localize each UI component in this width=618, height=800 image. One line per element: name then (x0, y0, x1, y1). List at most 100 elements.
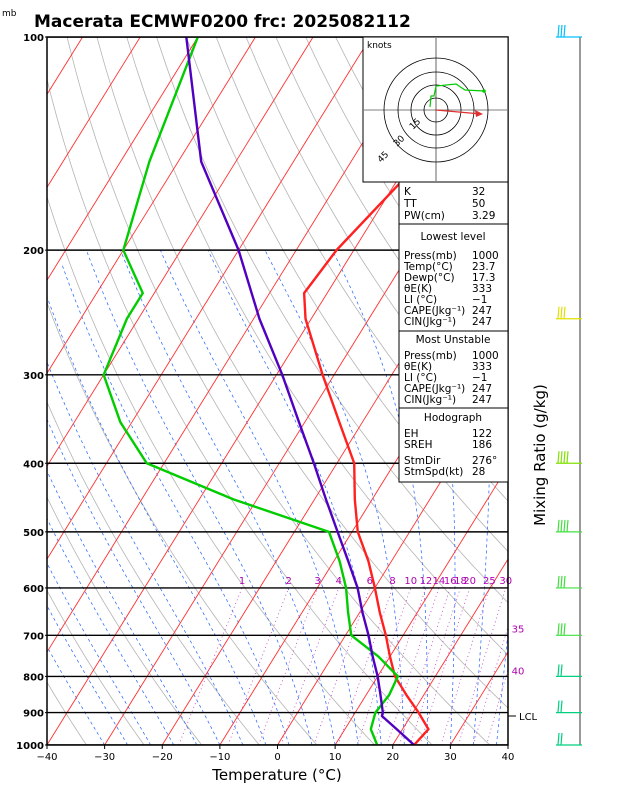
wind-barb (556, 623, 582, 636)
temperature-tick-label: −30 (94, 752, 115, 763)
mixing-ratio-label: 6 (367, 576, 373, 587)
ll-press-value: 1000 (472, 250, 499, 262)
dry-adiabat (66, 37, 491, 745)
moist-adiabat (47, 470, 198, 745)
dry-adiabat (47, 77, 433, 745)
mu-press-label: Press(mb) (404, 350, 457, 362)
mu-cin-label: CIN(Jkg⁻¹) (404, 394, 456, 406)
eh-label: EH (404, 428, 419, 440)
hodograph-trace (429, 83, 485, 108)
pressure-tick-label: 100 (23, 33, 44, 44)
mu-cape-label: CAPE(Jkg⁻¹) (404, 383, 465, 395)
wind-profile (556, 24, 582, 746)
hodograph-inset: knots 15 30 45 (362, 36, 509, 183)
dry-adiabat (47, 496, 203, 745)
temperature-tick-label: 10 (329, 752, 342, 763)
moist-adiabat (47, 604, 128, 745)
moist-adiabat (86, 250, 313, 745)
parcel-profile (185, 37, 415, 745)
sreh-value: 186 (472, 439, 492, 451)
pressure-tick-label: 400 (23, 459, 44, 470)
moist-adiabat (47, 361, 244, 745)
k-index-value: 32 (472, 186, 485, 198)
mixing-ratio-label: 3 (314, 576, 320, 587)
most-unstable-heading: Most Unstable (416, 334, 491, 346)
moist-adiabat (496, 628, 508, 745)
mixing-ratio-label: 12 (420, 576, 433, 587)
y-axis-label: Mixing Ratio (g/kg) (531, 384, 549, 526)
wind-barb (556, 575, 582, 589)
mixing-ratio-label: 2 (286, 576, 292, 587)
isotherm (334, 465, 508, 745)
ll-press-label: Press(mb) (404, 250, 457, 262)
pressure-tick-label: 600 (23, 584, 44, 595)
mu-cin-value: 247 (472, 394, 492, 406)
mixing-ratio-label: 25 (483, 576, 496, 587)
ll-cape-value: 247 (472, 305, 492, 317)
k-index-label: K (404, 186, 412, 198)
dry-adiabat (96, 37, 508, 709)
isotherm (161, 186, 508, 745)
mixing-ratio-label: 8 (389, 576, 395, 587)
indices-hodograph: Hodograph EH 122 SREH 186 StmDir 276° St… (404, 412, 497, 478)
stmdir-value: 276° (472, 455, 497, 467)
isotherm (47, 37, 256, 375)
ll-thetae-value: 333 (472, 283, 492, 295)
mu-press-value: 1000 (472, 350, 499, 362)
moist-adiabat (47, 562, 152, 745)
pressure-axis: 1000 900 800 700 600 500 400 300 200 100 (16, 33, 47, 752)
dry-adiabat (514, 37, 618, 745)
dry-adiabat (156, 37, 508, 604)
temperature-tick-label: −20 (152, 752, 173, 763)
mu-thetae-value: 333 (472, 361, 492, 373)
mu-li-label: LI (°C) (404, 372, 437, 384)
dry-adiabat (47, 589, 145, 745)
lowest-level-heading: Lowest level (420, 231, 485, 243)
dry-adiabat (47, 681, 87, 745)
mixing-ratio-label: 1 (239, 576, 245, 587)
pw-value: 3.29 (472, 210, 495, 222)
eh-value: 122 (472, 428, 492, 440)
moist-adiabat (47, 645, 105, 745)
stmdir-label: StmDir (404, 455, 441, 467)
dry-adiabat (574, 37, 618, 745)
temperature-axis: −40 −30 −20 −10 0 10 20 30 40 (36, 745, 514, 763)
moist-adiabat (47, 418, 221, 745)
wind-barb (556, 306, 582, 320)
pressure-tick-label: 800 (23, 672, 44, 683)
isotherm (47, 37, 199, 282)
lcl-label: LCL (519, 712, 538, 723)
hodograph-unit-label: knots (367, 41, 392, 51)
mixing-ratio-label: 20 (463, 576, 476, 587)
dry-adiabat (215, 37, 508, 502)
hodograph-heading: Hodograph (424, 412, 482, 424)
mixing-ratio-label: 35 (512, 625, 525, 636)
temperature-tick-label: 30 (444, 752, 457, 763)
mixing-ratio-label: 16 (444, 576, 457, 587)
dry-adiabat (186, 37, 508, 552)
moist-adiabat (47, 517, 175, 745)
mixing-ratio-line (373, 587, 427, 745)
ll-temp-label: Temp(°C) (403, 261, 453, 273)
mixing-ratio-label: 18 (454, 576, 467, 587)
indices-table: K 32 TT 50 PW(cm) 3.29 Lowest level Pres… (398, 181, 509, 483)
pressure-tick-label: 900 (23, 709, 44, 720)
mixing-ratio-label: 14 (432, 576, 445, 587)
wind-barb (556, 700, 582, 714)
isotherm (47, 37, 314, 468)
mu-thetae-label: θE(K) (404, 361, 432, 373)
isotherm (47, 37, 141, 189)
ll-thetae-label: θE(K) (404, 283, 432, 295)
lcl-marker: LCL (508, 712, 538, 723)
mixing-ratio-label: 4 (336, 576, 342, 587)
wind-barb (556, 451, 582, 464)
ll-temp-value: 23.7 (472, 261, 495, 273)
mixing-ratio-line (280, 587, 340, 745)
isotherm (392, 558, 508, 745)
temperature-tick-label: 20 (386, 752, 399, 763)
indices-most-unstable: Most Unstable Press(mb) 1000 θE(K) 333 L… (404, 334, 499, 406)
tt-index-value: 50 (472, 198, 485, 210)
ll-dewp-label: Dewp(°C) (404, 272, 455, 284)
chart-title: Macerata ECMWF0200 frc: 2025082112 (34, 12, 411, 32)
sreh-label: SREH (404, 439, 433, 451)
